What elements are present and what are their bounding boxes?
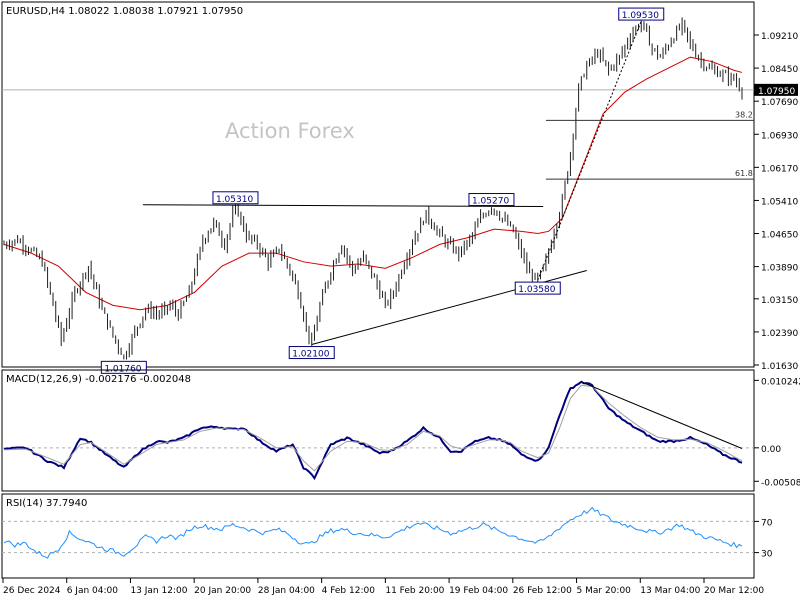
rsi-tick-label: 70 <box>761 518 773 528</box>
price-annotation-box <box>468 193 515 207</box>
price-tick-label: 1.03150 <box>761 296 798 306</box>
macd-line <box>3 380 743 481</box>
rsi-panel-title: RSI(14) 37.7940 <box>6 498 87 509</box>
price-annotation-box <box>618 7 665 21</box>
trend-line <box>142 204 544 208</box>
rsi-tick-label: 30 <box>761 550 773 560</box>
price-tick-label: 1.05410 <box>761 197 798 207</box>
time-tick-label: 19 Feb 04:00 <box>449 586 508 596</box>
price-tick-label: 1.02390 <box>761 329 798 339</box>
moving-average-line <box>3 56 743 311</box>
price-annotation-label: 1.05270 <box>472 197 509 207</box>
macd-tick-label: -0.005081 <box>761 478 800 488</box>
rsi-line-group <box>3 506 743 559</box>
trend-line <box>537 20 642 281</box>
time-tick-label: 6 Jan 04:00 <box>67 586 119 596</box>
price-tick-label: 1.08450 <box>761 65 798 75</box>
current-price-tag <box>754 83 798 96</box>
fib-level-label: 38.2 <box>735 110 753 119</box>
rsi-line <box>3 506 743 559</box>
price-annotation-label: 1.03580 <box>518 285 555 295</box>
time-tick-label: 28 Jan 04:00 <box>258 586 315 596</box>
price-annotation-label: 1.09530 <box>622 11 659 21</box>
macd-tick-label: 0.00 <box>761 445 781 455</box>
time-tick-label: 13 Mar 04:00 <box>640 586 700 596</box>
macd-lines-group <box>3 380 743 481</box>
price-annotation-label: 1.01760 <box>104 364 141 374</box>
time-tick-label: 5 Mar 20:00 <box>577 586 632 596</box>
macd-panel-frame <box>1 369 755 492</box>
price-tick-label: 1.03890 <box>761 264 798 274</box>
time-axis: 26 Dec 2024 6 Jan 04:00 13 Jan 12:00 20 Jan… <box>2 578 764 596</box>
rsi-axis: 70 30 <box>754 518 773 560</box>
macd-trend-line <box>581 381 743 449</box>
price-tick-label: 1.01630 <box>761 362 798 372</box>
macd-panel-title: MACD(12,26,9) -0.002176 -0.002048 <box>6 374 191 385</box>
moving-average-group <box>3 56 743 311</box>
time-tick-label: 11 Feb 20:00 <box>385 586 444 596</box>
time-tick-label: 20 Mar 12:00 <box>704 586 764 596</box>
price-annotation-label: 1.05310 <box>216 195 253 205</box>
current-price-label: 1.07950 <box>758 87 795 97</box>
price-axis: 1.09210 1.08450 1.07690 1.06930 1.06170 1.054… <box>754 32 798 372</box>
price-annotation-label: 1.02100 <box>292 350 329 360</box>
fib-level-label: 61.8 <box>735 169 753 178</box>
macd-signal-line <box>3 384 743 472</box>
price-panel-title: EURUSD,H4 1.08022 1.08038 1.07921 1.0795… <box>6 6 243 17</box>
macd-panel: 0.010242 0.00 -0.005081 MACD(12,26,9) -0.0… <box>1 369 800 492</box>
time-tick-label: 26 Dec 2024 <box>3 586 61 596</box>
price-annotation-box <box>288 346 335 360</box>
price-tick-label: 1.09210 <box>761 32 798 42</box>
price-tick-label: 1.06930 <box>761 131 798 141</box>
time-tick-label: 20 Jan 20:00 <box>194 586 251 596</box>
price-panel: Action Forex 38.2 61.8 1.01760 1.05310 1.02… <box>1 1 798 374</box>
rsi-levels <box>2 520 754 554</box>
macd-axis: 0.010242 0.00 -0.005081 <box>754 377 800 488</box>
price-tick-label: 1.06170 <box>761 164 798 174</box>
rsi-panel: 70 30 RSI(14) 37.7940 <box>1 493 773 579</box>
time-tick-label: 4 Feb 12:00 <box>322 586 376 596</box>
time-tick-label: 13 Jan 12:00 <box>130 586 187 596</box>
price-panel-frame <box>1 1 755 368</box>
price-annotation-box <box>212 191 259 205</box>
price-bars-group <box>3 14 743 360</box>
watermark: Action Forex <box>225 119 355 143</box>
price-annotation-box <box>514 281 561 295</box>
price-tick-label: 1.07690 <box>761 98 798 108</box>
rsi-panel-frame <box>1 493 755 579</box>
macd-tick-label: 0.010242 <box>761 377 800 387</box>
price-tick-label: 1.04650 <box>761 231 798 241</box>
time-tick-label: 26 Feb 12:00 <box>513 586 572 596</box>
